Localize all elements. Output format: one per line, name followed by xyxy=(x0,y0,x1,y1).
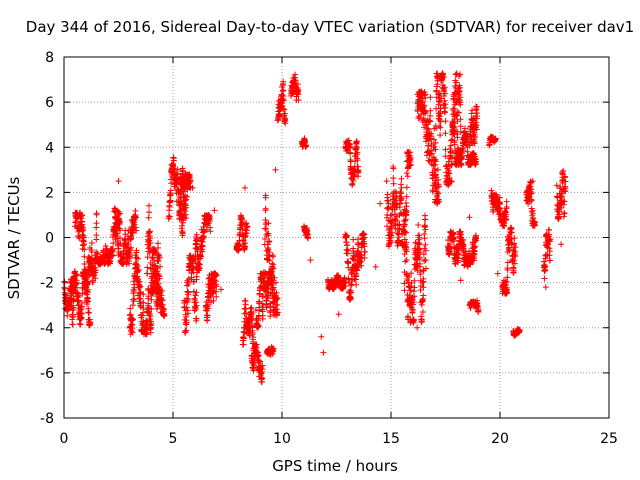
data-point xyxy=(72,219,79,226)
y-tick-label: 6 xyxy=(45,95,54,111)
chart-title: Day 344 of 2016, Sidereal Day-to-day VTE… xyxy=(26,18,634,36)
data-point xyxy=(131,221,138,228)
y-tick-label: -2 xyxy=(40,276,54,292)
x-tick-label: 0 xyxy=(60,431,69,447)
data-point xyxy=(81,246,88,253)
x-tick-label: 5 xyxy=(169,431,178,447)
data-point xyxy=(126,251,133,258)
data-point xyxy=(117,227,124,234)
data-point xyxy=(70,306,77,313)
data-point xyxy=(93,210,100,217)
data-point xyxy=(79,221,86,228)
y-tick-label: 2 xyxy=(45,185,54,201)
y-tick-label: -4 xyxy=(40,321,54,337)
y-tick-label: 4 xyxy=(45,140,54,156)
data-point xyxy=(73,284,80,291)
data-point xyxy=(80,224,87,231)
data-point xyxy=(92,267,99,274)
data-point xyxy=(73,277,80,284)
data-point xyxy=(83,273,90,280)
x-tick-label: 25 xyxy=(600,431,618,447)
data-point xyxy=(75,292,82,299)
data-point xyxy=(73,271,80,278)
y-tick-label: 0 xyxy=(45,231,54,247)
data-point xyxy=(94,250,101,257)
data-point xyxy=(85,309,92,316)
data-point xyxy=(92,275,99,282)
data-point xyxy=(102,242,109,249)
data-point xyxy=(81,260,88,267)
data-point xyxy=(93,249,100,256)
data-point xyxy=(79,299,86,306)
data-point xyxy=(69,321,76,328)
data-point xyxy=(80,241,87,248)
data-point xyxy=(116,210,123,217)
data-point xyxy=(88,240,95,247)
data-points xyxy=(61,70,569,386)
x-tick-label: 10 xyxy=(273,431,291,447)
data-point xyxy=(114,230,121,237)
x-axis-label: GPS time / hours xyxy=(272,457,398,475)
data-point xyxy=(127,305,134,312)
data-point xyxy=(70,313,77,320)
data-point xyxy=(125,240,132,247)
data-point xyxy=(93,232,100,239)
y-tick-label: 8 xyxy=(45,50,54,66)
data-point xyxy=(76,320,83,327)
data-point xyxy=(116,219,123,226)
data-point xyxy=(132,214,139,221)
y-tick-label: -8 xyxy=(40,411,54,427)
data-point xyxy=(127,244,134,251)
data-point xyxy=(126,245,133,252)
data-point xyxy=(80,234,87,241)
data-point xyxy=(79,211,86,218)
data-point xyxy=(133,227,140,234)
data-point xyxy=(76,235,83,242)
data-point xyxy=(78,310,85,317)
x-tick-label: 15 xyxy=(382,431,400,447)
data-point xyxy=(77,321,84,328)
data-point xyxy=(87,320,94,327)
data-point xyxy=(64,312,71,319)
data-point xyxy=(84,298,91,305)
y-axis-label: SDTVAR / TECUs xyxy=(5,176,23,299)
data-point xyxy=(103,247,110,254)
data-point xyxy=(93,220,100,227)
data-point xyxy=(117,235,124,242)
x-tick-label: 20 xyxy=(491,431,509,447)
data-point xyxy=(79,290,86,297)
data-point xyxy=(84,278,91,285)
data-point xyxy=(109,252,116,259)
data-point xyxy=(109,245,116,252)
y-tick-label: -6 xyxy=(40,366,54,382)
data-point xyxy=(117,240,124,247)
data-point xyxy=(68,292,75,299)
